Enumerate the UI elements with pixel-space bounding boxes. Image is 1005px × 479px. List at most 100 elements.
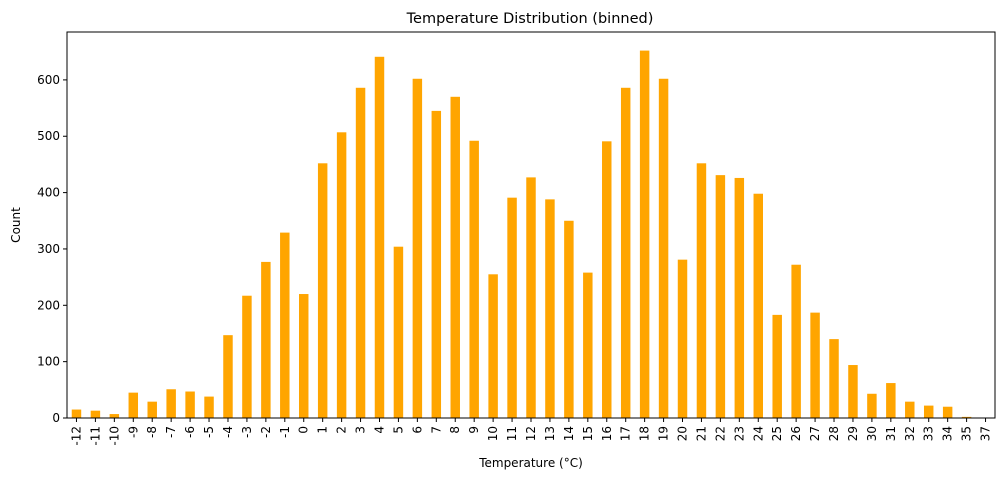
- bar-32: [905, 401, 915, 418]
- bar-16: [602, 141, 612, 418]
- bar-26: [791, 264, 801, 418]
- bar--5: [204, 396, 214, 418]
- bar-7: [431, 110, 442, 419]
- x-tick-label: 9: [467, 426, 481, 434]
- x-tick-label: 4: [372, 426, 386, 434]
- x-tick-label: 30: [865, 426, 879, 441]
- bar--3: [242, 295, 252, 418]
- x-tick-label: 19: [657, 426, 671, 441]
- x-tick-label: 29: [846, 426, 860, 441]
- bar-11: [507, 197, 517, 418]
- x-tick-label: 21: [694, 426, 708, 441]
- x-tick-label: 25: [770, 426, 784, 441]
- bar-21: [696, 163, 707, 418]
- x-tick-label: 23: [732, 426, 746, 441]
- x-tick-label: 11: [505, 426, 519, 441]
- bar-33: [923, 405, 934, 418]
- x-axis: -12 -11 -10 -9 -8 -7 -6 -5 -4 -3 -2 -1 0 1 2 3 4 5 6 7 8 9 10 1…: [69, 418, 993, 446]
- bar-27: [810, 312, 820, 418]
- x-tick-label: 17: [619, 426, 633, 441]
- bar-17: [620, 87, 631, 418]
- bar-31: [886, 383, 896, 418]
- bar-30: [867, 393, 877, 418]
- x-tick-label: -2: [259, 426, 273, 438]
- x-tick-label: 8: [448, 426, 462, 434]
- x-tick-label: -11: [88, 426, 102, 446]
- y-tick-label: 400: [37, 186, 60, 200]
- bar-28: [829, 339, 839, 418]
- bar-35: [961, 416, 972, 418]
- x-tick-label: 35: [960, 426, 974, 441]
- y-tick-label: 0: [52, 411, 60, 425]
- x-tick-label: 1: [316, 426, 330, 434]
- x-axis-title: Temperature (°C): [478, 456, 583, 470]
- x-tick-label: -10: [107, 426, 121, 446]
- x-tick-label: 28: [827, 426, 841, 441]
- x-tick-label: 32: [903, 426, 917, 441]
- y-tick-label: 300: [37, 242, 60, 256]
- x-tick-label: -6: [183, 426, 197, 438]
- x-tick-label: 6: [410, 426, 424, 434]
- x-tick-label: 20: [676, 426, 690, 441]
- bar-34: [942, 406, 953, 418]
- bar-12: [526, 177, 536, 418]
- x-tick-label: 13: [543, 426, 557, 441]
- bar--6: [185, 391, 195, 418]
- x-tick-label: -7: [164, 426, 178, 438]
- bar-6: [412, 78, 423, 418]
- bar-20: [677, 259, 688, 418]
- bar-2: [336, 132, 347, 418]
- x-tick-label: 10: [486, 426, 500, 441]
- x-tick-label: 0: [297, 426, 311, 434]
- bar-23: [734, 177, 745, 418]
- bar-1: [317, 163, 328, 418]
- bar-24: [753, 193, 763, 418]
- bar--2: [261, 261, 271, 418]
- x-tick-label: -1: [278, 426, 292, 438]
- bar-5: [393, 246, 404, 418]
- x-tick-label: 14: [562, 426, 576, 441]
- x-tick-label: 12: [524, 426, 538, 441]
- x-tick-label: 34: [941, 426, 955, 441]
- bar-3: [355, 87, 366, 418]
- bar-4: [374, 56, 385, 418]
- x-tick-label: -12: [69, 426, 83, 446]
- bar-9: [469, 140, 479, 418]
- bars-group: [71, 50, 972, 419]
- x-tick-label: -3: [240, 426, 254, 438]
- x-tick-label: 18: [638, 426, 652, 441]
- bar-10: [488, 274, 498, 418]
- x-tick-label: 37: [979, 426, 993, 441]
- x-tick-label: 31: [884, 426, 898, 441]
- bar-19: [658, 78, 669, 418]
- bar-8: [450, 96, 460, 418]
- x-tick-label: 3: [354, 426, 368, 434]
- x-tick-label: 7: [429, 426, 443, 434]
- y-tick-label: 200: [37, 298, 60, 312]
- bar--10: [109, 414, 120, 418]
- bar--1: [280, 232, 290, 418]
- bar-0: [299, 294, 309, 418]
- chart-title: Temperature Distribution (binned): [406, 11, 654, 27]
- y-axis: 0 100 200 300 400 500 600: [37, 73, 67, 425]
- x-tick-label: 24: [751, 426, 765, 441]
- bar-14: [564, 220, 574, 418]
- bar-22: [715, 175, 726, 418]
- bar-15: [583, 272, 593, 418]
- bar--8: [147, 401, 157, 418]
- bar--11: [90, 410, 101, 418]
- x-tick-label: -5: [202, 426, 216, 438]
- x-tick-label: 5: [391, 426, 405, 434]
- x-tick-label: 22: [713, 426, 727, 441]
- bar--4: [223, 335, 233, 418]
- x-tick-label: 33: [922, 426, 936, 441]
- x-tick-label: 16: [600, 426, 614, 441]
- x-tick-label: 2: [335, 426, 349, 434]
- y-tick-label: 100: [37, 355, 60, 369]
- bar-25: [772, 314, 782, 418]
- bar--12: [71, 409, 82, 418]
- y-tick-label: 500: [37, 129, 60, 143]
- x-tick-label: 26: [789, 426, 803, 441]
